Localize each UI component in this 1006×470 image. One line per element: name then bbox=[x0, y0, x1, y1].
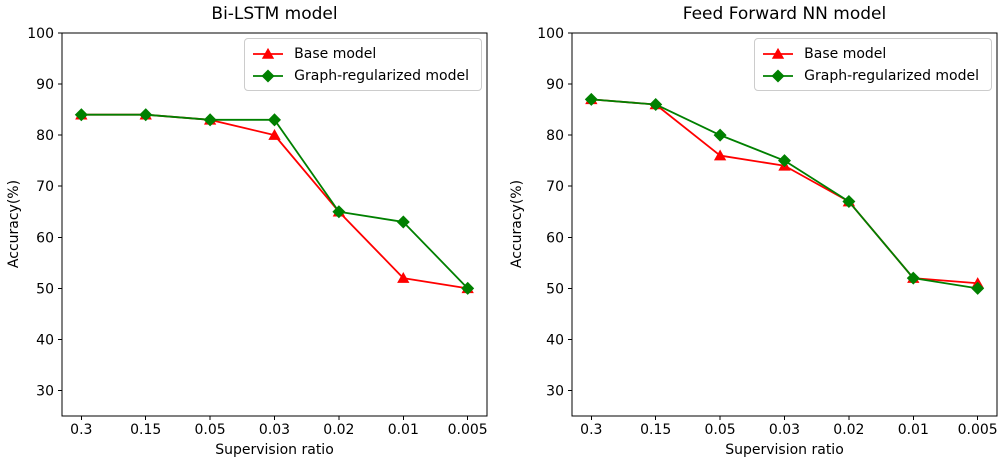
base-model-marker bbox=[268, 129, 281, 140]
x-tick-label: 0.005 bbox=[448, 422, 488, 438]
graph-regularized-model-marker bbox=[203, 113, 217, 127]
legend-label-base-model: Base model bbox=[804, 45, 887, 62]
graph-regularized-model-line bbox=[591, 98, 978, 290]
y-tick-label: 80 bbox=[36, 128, 54, 144]
x-tick-label: 0.02 bbox=[833, 422, 864, 438]
x-tick-label: 0.3 bbox=[580, 422, 602, 438]
x-tick-label: 0.01 bbox=[388, 422, 419, 438]
legend-item-base-model: Base model bbox=[252, 43, 469, 64]
graph-regularized-model-marker bbox=[74, 108, 88, 122]
legend-sample-marker bbox=[261, 68, 275, 83]
y-tick-label: 50 bbox=[546, 281, 564, 297]
bi-lstm-x-axis-label: Supervision ratio bbox=[215, 442, 334, 458]
y-tick-label: 80 bbox=[546, 128, 564, 144]
x-tick-label: 0.03 bbox=[769, 422, 800, 438]
x-tick-label: 0.05 bbox=[195, 422, 226, 438]
graph-regularized-model-marker bbox=[713, 128, 727, 142]
y-tick-label: 60 bbox=[546, 230, 564, 246]
y-tick-label: 50 bbox=[36, 281, 54, 297]
legend-item-graph-regularized-model: Graph-regularized model bbox=[762, 65, 979, 86]
graph-regularized-model-marker bbox=[461, 281, 475, 295]
base-model-line-marker-icon bbox=[253, 47, 284, 59]
graph-regularized-model-marker bbox=[842, 195, 856, 209]
y-tick-label: 90 bbox=[546, 77, 564, 93]
graph-regularized-model-marker bbox=[971, 281, 985, 295]
feed-forward-nn-y-axis-label: Accuracy(%) bbox=[509, 179, 525, 269]
x-tick-label: 0.005 bbox=[958, 422, 998, 438]
x-tick-label: 0.02 bbox=[323, 422, 354, 438]
graph-regularized-model-marker bbox=[777, 154, 792, 168]
graph-regularized-model-marker bbox=[906, 271, 920, 285]
base-model-line bbox=[81, 113, 468, 290]
graph-regularized-line-marker-icon bbox=[253, 68, 284, 83]
x-tick-label: 0.3 bbox=[70, 422, 92, 438]
x-tick-label: 0.15 bbox=[130, 422, 161, 438]
bi-lstm-chart-title: Bi-LSTM model bbox=[211, 4, 338, 24]
legend-sample-marker bbox=[262, 47, 275, 59]
y-tick-label: 40 bbox=[546, 332, 564, 348]
legend-item-graph-regularized-model: Graph-regularized model bbox=[252, 65, 469, 86]
x-tick-label: 0.03 bbox=[259, 422, 290, 438]
bi-lstm-y-axis-label: Accuracy(%) bbox=[6, 179, 22, 269]
legend-sample-marker bbox=[771, 68, 785, 83]
y-tick-label: 90 bbox=[36, 77, 54, 93]
base-model-line bbox=[591, 98, 978, 285]
plot-border bbox=[61, 32, 488, 417]
y-tick-label: 30 bbox=[36, 383, 54, 399]
graph-regularized-model-marker bbox=[332, 205, 346, 219]
feed-forward-nn-chart-title: Feed Forward NN model bbox=[682, 4, 887, 24]
y-tick-label: 70 bbox=[546, 179, 564, 195]
plot-border bbox=[571, 32, 998, 417]
base-model-marker bbox=[713, 149, 727, 161]
graph-regularized-model-marker bbox=[139, 108, 153, 122]
graph-regularized-model-marker bbox=[396, 215, 410, 229]
y-tick-label: 100 bbox=[27, 26, 54, 42]
legend-label-graph-regularized-model: Graph-regularized model bbox=[294, 67, 469, 84]
y-tick-label: 100 bbox=[537, 26, 564, 42]
y-tick-label: 60 bbox=[36, 230, 54, 246]
bi-lstm-legend: Base model Graph-regularized model bbox=[244, 38, 482, 91]
graph-regularized-line-marker-icon bbox=[763, 68, 794, 83]
y-tick-label: 40 bbox=[36, 332, 54, 348]
graph-regularized-model-line bbox=[81, 113, 469, 289]
graph-regularized-model-marker bbox=[584, 92, 598, 106]
x-tick-label: 0.15 bbox=[640, 422, 671, 438]
y-tick-label: 30 bbox=[546, 383, 564, 399]
graph-regularized-model-marker bbox=[267, 113, 282, 127]
legend-label-graph-regularized-model: Graph-regularized model bbox=[804, 67, 979, 84]
base-model-marker bbox=[397, 272, 410, 283]
feed-forward-nn-x-axis-label: Supervision ratio bbox=[725, 442, 844, 458]
x-tick-label: 0.05 bbox=[705, 422, 736, 438]
graph-regularized-model-marker bbox=[649, 97, 663, 112]
base-model-line-marker-icon bbox=[763, 47, 794, 59]
legend-label-base-model: Base model bbox=[294, 45, 377, 62]
bi-lstm-axes: 30 40 50 60 70 80 90 100 0.3 0.15 0.05 0.03 0.02 0.01… bbox=[27, 26, 487, 438]
feed-forward-nn-axes: 30 40 50 60 70 80 90 100 0.3 0.15 0.05 0.03 0.02 0.01… bbox=[537, 26, 997, 438]
y-tick-label: 70 bbox=[36, 179, 54, 195]
legend-item-base-model: Base model bbox=[762, 43, 979, 64]
x-tick-label: 0.01 bbox=[898, 422, 929, 438]
legend-sample-marker bbox=[772, 47, 785, 59]
feed-forward-nn-legend: Base model Graph-regularized model bbox=[754, 38, 992, 91]
